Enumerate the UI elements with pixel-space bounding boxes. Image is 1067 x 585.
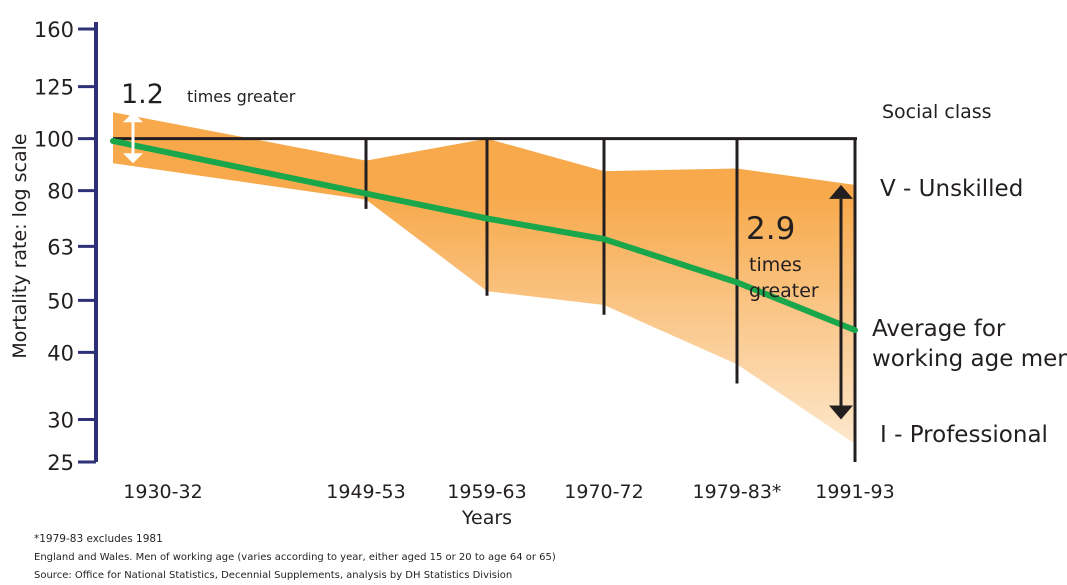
y-tick-label: 160	[34, 18, 74, 42]
mortality-chart: 160 125 100 80 63 50 40 30 25 Mortality rate: lo…	[9, 18, 1067, 529]
x-tick-label: 1991-93	[815, 481, 894, 503]
annotation-2-9-value: 2.9	[746, 211, 795, 247]
legend-title: Social class	[882, 101, 992, 123]
annotation-2-9-text-line2: greater	[749, 280, 819, 302]
series-label-professional: I - Professional	[880, 422, 1048, 448]
y-tick-label: 25	[47, 451, 74, 475]
asterisk-footnote: *1979-83 excludes 1981	[34, 533, 163, 545]
arrow-1-2	[123, 112, 143, 164]
y-tick-label: 50	[47, 289, 74, 313]
context-note: England and Wales. Men of working age (v…	[34, 552, 556, 563]
annotation-2-9-text-line1: times	[749, 254, 802, 276]
y-tick-label: 30	[47, 408, 74, 432]
series-label-average-line2: working age men	[872, 346, 1067, 372]
arrow-2-9	[829, 184, 853, 420]
y-tick-label: 80	[47, 180, 74, 204]
source-note: Source: Office for National Statistics, …	[34, 570, 513, 581]
y-axis-ticks: 160 125 100 80 63 50 40 30 25	[34, 18, 96, 475]
y-tick-label: 100	[34, 128, 74, 152]
x-axis-title: Years	[461, 507, 512, 529]
average-series-line	[110, 138, 858, 334]
y-tick-label: 40	[47, 341, 74, 365]
x-axis-tick-labels: 1930-32 1949-53 1959-63 1970-72 1979-83* 1991…	[123, 481, 894, 503]
x-tick-label: 1959-63	[447, 481, 526, 503]
inequality-band	[113, 112, 855, 444]
arrow-head-up	[829, 184, 853, 199]
arrow-head-down	[123, 153, 143, 164]
arrow-head-down	[829, 405, 853, 420]
series-label-average-line1: Average for	[872, 316, 1006, 342]
y-axis-title: Mortality rate: log scale	[9, 133, 31, 358]
annotation-1-2-text: times greater	[187, 87, 296, 106]
x-tick-label: 1949-53	[326, 481, 405, 503]
y-tick-label: 63	[47, 235, 74, 259]
series-label-unskilled: V - Unskilled	[880, 176, 1023, 202]
x-tick-label: 1930-32	[123, 481, 202, 503]
y-tick-label: 125	[34, 76, 74, 100]
arrow-head-up	[123, 112, 143, 123]
x-tick-label: 1970-72	[564, 481, 643, 503]
x-tick-label: 1979-83*	[693, 481, 782, 503]
annotation-1-2-value: 1.2	[121, 79, 164, 110]
